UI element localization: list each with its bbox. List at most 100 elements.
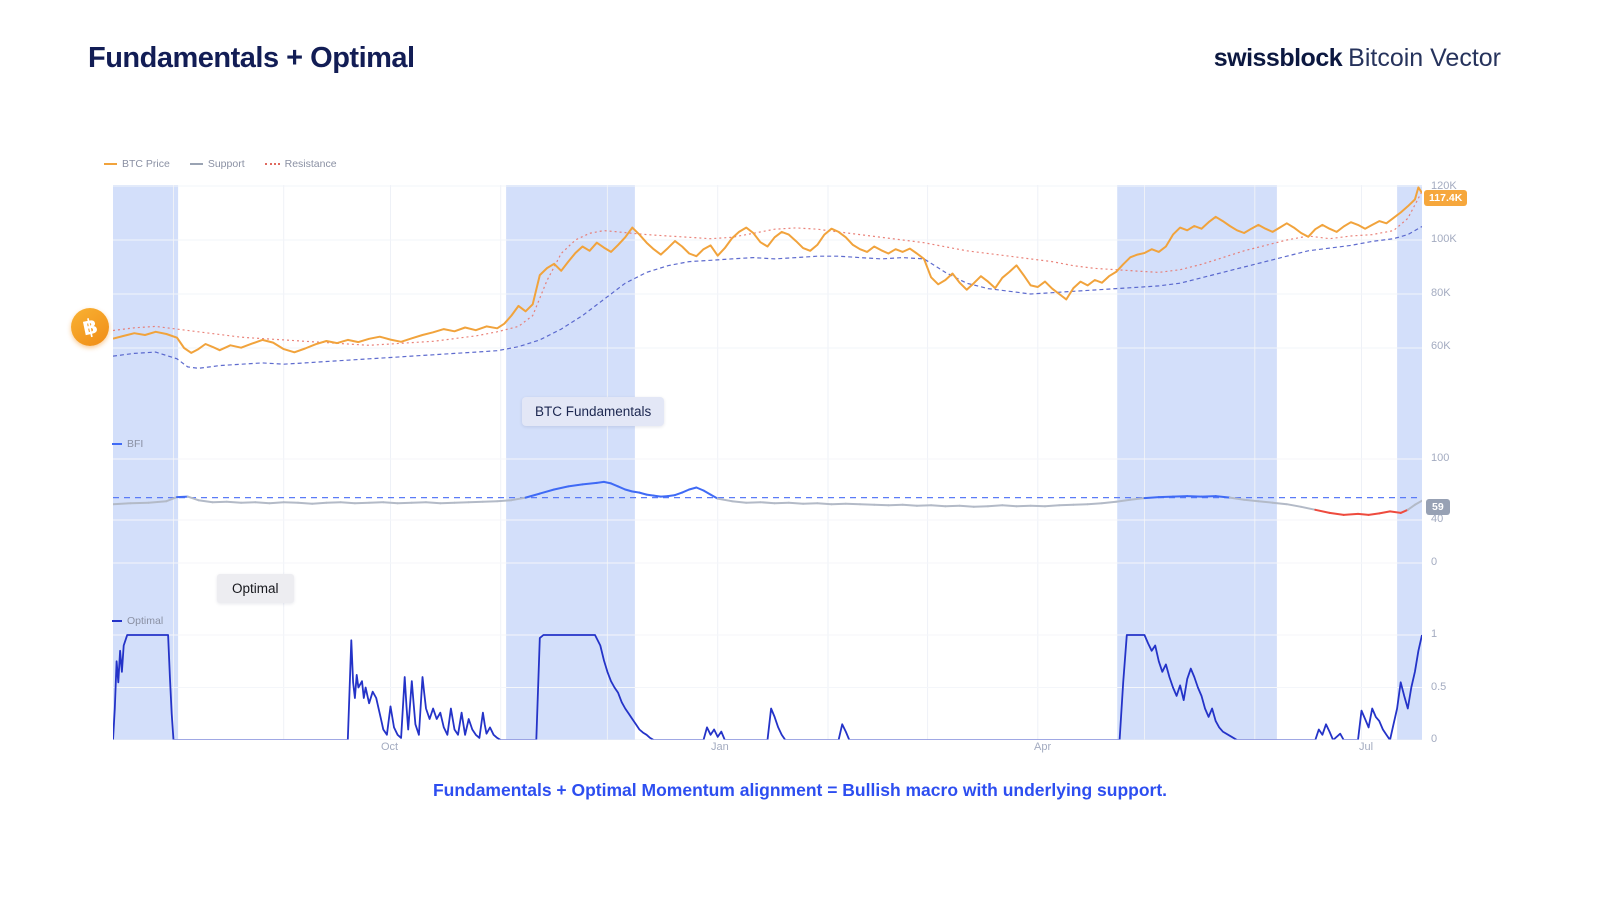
alignment-band (1117, 185, 1277, 740)
bfi-line-segment (368, 501, 385, 504)
ytick-120k: 120K (1431, 180, 1457, 192)
bfi-line-segment (268, 501, 285, 505)
bfi-line-segment (1200, 495, 1217, 498)
caption-text: Fundamentals + Optimal Momentum alignmen… (432, 780, 1168, 800)
btc-fundamentals-badge: BTC Fundamentals (522, 397, 665, 426)
bfi-line-segment (844, 502, 861, 506)
ytick-bfi-40: 40 (1431, 513, 1444, 525)
bfi-line-segment (730, 500, 748, 504)
ytick-60k: 60K (1431, 340, 1451, 352)
bfi-line-segment (410, 501, 427, 504)
ytick-opt-0: 0 (1431, 733, 1438, 745)
resistance-line (112, 191, 1423, 346)
chart-canvas (112, 185, 1423, 741)
bfi-line-segment (1300, 505, 1317, 511)
bfi-line-segment (915, 504, 933, 507)
bfi-line-segment (1044, 504, 1061, 508)
bfi-line-segment (972, 505, 989, 508)
bfi-line-segment (382, 501, 399, 505)
ytick-80k: 80K (1431, 287, 1451, 299)
legend-bfi: BFI (112, 438, 143, 450)
bfi-line-segment (610, 482, 620, 488)
bfi-line-segment (524, 492, 541, 499)
resistance-swatch-icon (264, 163, 280, 165)
bfi-line-segment (186, 495, 200, 502)
bfi-line-segment (595, 480, 605, 484)
bfi-line-segment (297, 501, 314, 505)
bfi-line-segment (1342, 512, 1359, 516)
page-title: Fundamentals + Optimal (88, 42, 415, 74)
bfi-line-segment (1228, 496, 1246, 501)
bfi-line-segment (659, 495, 669, 498)
bfi-line-segment (481, 500, 499, 503)
bfi-line-segment (1285, 503, 1303, 508)
ytick-100k: 100K (1431, 233, 1457, 245)
chart-area (112, 185, 1423, 741)
last-price-badge: 117.4K (1424, 190, 1468, 206)
support-swatch-icon (189, 163, 203, 165)
bfi-line-segment (631, 490, 641, 494)
bfi-line-segment (688, 486, 698, 491)
bfi-line-segment (240, 501, 257, 504)
brand-name: swissblock (1213, 44, 1343, 72)
bfi-line-segment (1406, 503, 1416, 511)
legend-support-label: Support (207, 158, 245, 170)
bfi-line-segment (396, 501, 413, 505)
legend-optimal: Optimal (112, 615, 163, 627)
bfi-line-segment (510, 496, 527, 502)
bfi-line-segment (425, 501, 442, 505)
bfi-line-segment (1413, 499, 1423, 506)
support-line (112, 225, 1423, 369)
bfi-line-segment (1129, 497, 1146, 501)
bfi-line-segment (787, 501, 805, 505)
optimal-swatch-icon (112, 620, 122, 622)
bfi-line-segment (311, 501, 328, 505)
bfi-line-segment (1072, 503, 1089, 506)
bfi-line-segment (1378, 510, 1391, 515)
bfi-line-segment (1271, 501, 1288, 506)
brand-product: Bitcoin Vector (1348, 44, 1501, 72)
bfi-line-segment (581, 481, 598, 486)
bfi-line-segment (930, 504, 947, 508)
bfi-line-segment (176, 495, 189, 499)
bfi-line-segment (129, 501, 150, 505)
bfi-line-segment (1058, 503, 1075, 507)
bfi-line-segment (211, 500, 228, 504)
bfi-line-segment (638, 491, 648, 496)
bfi-line-segment (1214, 495, 1231, 499)
bfi-line-segment (1367, 512, 1381, 516)
bfi-line-segment (666, 494, 676, 498)
bfi-line-segment (1001, 504, 1018, 508)
bfi-line-segment (1015, 504, 1032, 508)
bfi-line-segment (759, 501, 776, 505)
bfi-line-segment (467, 500, 484, 504)
bfi-line-segment (197, 499, 214, 504)
btc-price-line (112, 186, 1423, 354)
bitcoin-glyph: ฿ (80, 314, 100, 340)
legend-btc-price-label: BTC Price (122, 158, 170, 170)
bfi-line-segment (1029, 504, 1046, 508)
bfi-line-segment (439, 501, 456, 505)
bfi-line-segment (1100, 500, 1118, 505)
bfi-line-segment (709, 493, 719, 500)
bfi-line-segment (674, 491, 684, 497)
bfi-line-segment (553, 485, 570, 491)
bfi-line-segment (282, 501, 299, 504)
bfi-line-segment (225, 500, 243, 504)
bfi-line-segment (617, 485, 627, 491)
legend-btc-price: BTC Price (104, 158, 170, 170)
bfi-line-segment (538, 488, 556, 495)
bfi-line-segment (112, 502, 132, 506)
bfi-line-segment (1399, 508, 1409, 514)
bfi-line-segment (165, 496, 178, 503)
ytick-opt-1: 1 (1431, 628, 1438, 640)
ytick-bfi-100: 100 (1431, 452, 1450, 464)
bfi-line-segment (1328, 511, 1345, 516)
legend-support: Support (189, 158, 245, 170)
bfi-line-segment (802, 502, 819, 505)
ytick-opt-05: 0.5 (1431, 681, 1447, 693)
bfi-line-segment (695, 486, 705, 492)
bfi-line-segment (254, 501, 271, 505)
bfi-line-segment (1143, 496, 1160, 500)
last-bfi-badge: 59 (1426, 499, 1450, 515)
